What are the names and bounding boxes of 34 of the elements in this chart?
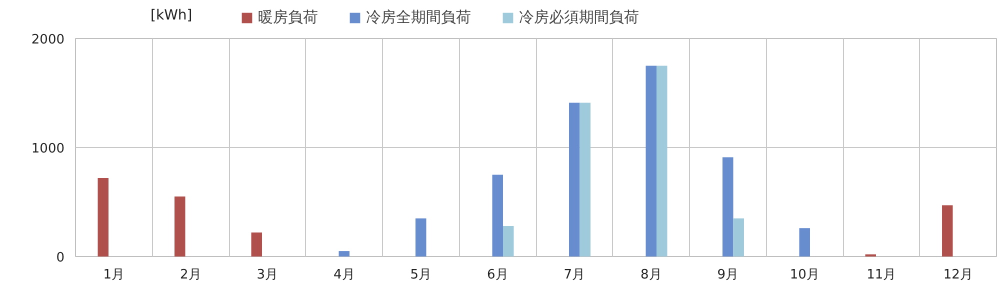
x-tick-label: 8月	[640, 268, 662, 282]
bar	[338, 251, 350, 256]
x-tick-label: 7月	[564, 268, 586, 282]
bar	[416, 218, 426, 256]
bar	[656, 66, 668, 256]
bar	[646, 66, 656, 256]
legend-label: 冷房必須期間負荷	[519, 8, 639, 27]
bar	[799, 228, 810, 256]
bar	[98, 178, 108, 256]
bar	[580, 102, 590, 256]
x-tick-label: 2月	[180, 268, 202, 282]
y-tick-label: 0	[56, 250, 65, 266]
x-tick-label: 11月	[866, 268, 896, 282]
x-tick-label: 5月	[410, 268, 432, 282]
bar	[733, 218, 744, 256]
bar	[942, 205, 953, 256]
x-tick-label: 3月	[256, 268, 278, 282]
x-tick-label: 6月	[486, 268, 508, 282]
bar	[502, 226, 514, 256]
legend-label: 暖房負荷	[258, 8, 318, 27]
bar	[722, 157, 734, 256]
x-tick-label: 12月	[943, 268, 973, 282]
y-tick-label: 1000	[31, 142, 65, 156]
x-tick-label: 9月	[717, 268, 739, 282]
x-tick-label: 1月	[103, 268, 125, 282]
x-tick-label: 4月	[333, 268, 355, 282]
x-tick-label: 10月	[790, 268, 820, 282]
bar	[492, 174, 503, 256]
legend-label: 冷房全期間負荷	[366, 8, 471, 27]
y-tick-label: 2000	[31, 32, 65, 48]
bar	[569, 102, 580, 256]
bar	[174, 196, 186, 256]
y-axis-title: [kWh]	[150, 8, 192, 24]
bar	[251, 232, 262, 256]
